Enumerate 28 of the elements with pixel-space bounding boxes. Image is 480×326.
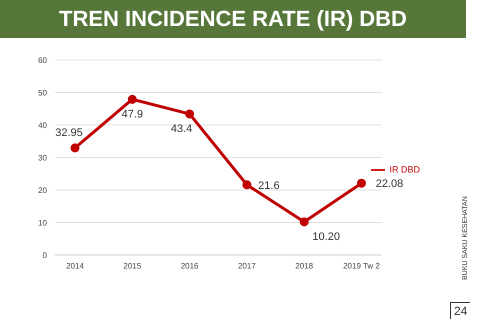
- text: 24: [450, 302, 470, 319]
- x-tick-label: 2019 Tw 2: [343, 262, 380, 271]
- point: [242, 180, 252, 190]
- data-label: 32.95: [55, 126, 83, 139]
- data-label: 21.6: [258, 180, 280, 192]
- data-label: 22.08: [376, 178, 404, 190]
- y-tick-label: 60: [38, 56, 48, 65]
- data-label: 47.9: [122, 108, 144, 120]
- data-label: 10.20: [312, 230, 340, 243]
- y-tick-label: 10: [38, 218, 48, 228]
- x-tick-label: 2018: [295, 262, 314, 271]
- point: [185, 109, 194, 118]
- y-tick-label: 40: [38, 120, 48, 130]
- data-label: 43.4: [170, 122, 192, 135]
- y-tick-label: 50: [38, 88, 48, 98]
- x-tick-label: 2015: [123, 262, 142, 271]
- x-tick-label: 2014: [66, 262, 84, 271]
- point: [300, 217, 309, 226]
- legend-label: IR DBD: [389, 164, 420, 174]
- y-tick-label: 30: [38, 153, 48, 162]
- point: [128, 94, 137, 104]
- point: [356, 178, 366, 188]
- point: [70, 143, 80, 152]
- y-tick-label: 0: [42, 250, 48, 260]
- x-tick-label: 2016: [180, 262, 200, 271]
- y-tick-label: 20: [38, 186, 48, 195]
- chart-title: TREN INCIDENCE RATE (IR) DBD: [0, 0, 466, 38]
- x-tick-label: 2017: [238, 262, 256, 271]
